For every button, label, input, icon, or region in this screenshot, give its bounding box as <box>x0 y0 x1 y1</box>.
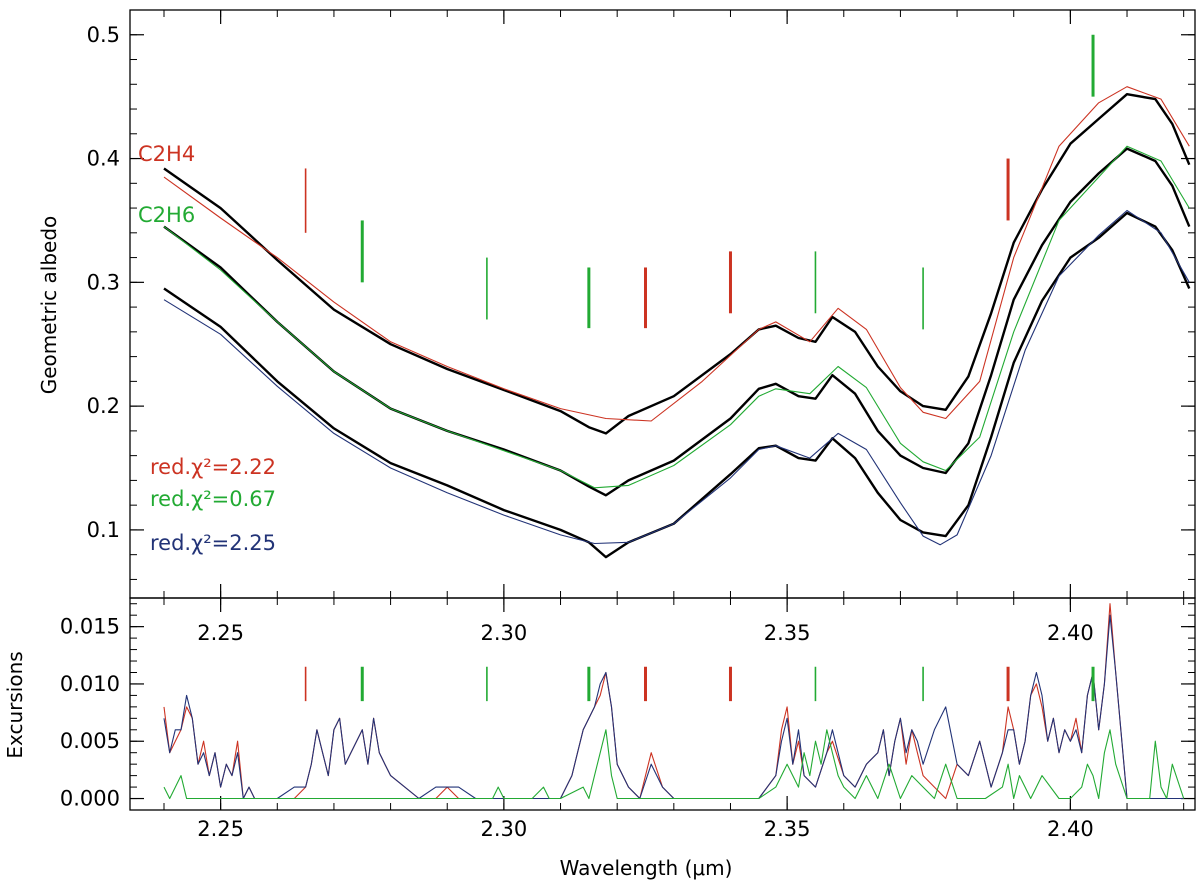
series-line-0 <box>163 92 1191 435</box>
series-line-1 <box>163 86 1190 422</box>
series-annotation: red.χ²=2.25 <box>150 531 276 555</box>
x-tick-label: 2.30 <box>481 817 528 841</box>
x-tick-label: 2.40 <box>1047 817 1094 841</box>
series-line-5 <box>163 209 1190 546</box>
y-tick-label: 0.005 <box>60 729 120 753</box>
series-line-1 <box>163 614 1184 800</box>
series-annotation: red.χ²=0.67 <box>150 487 276 511</box>
y-tick-label: 0.4 <box>87 147 120 171</box>
y-tick-label: 0.010 <box>60 672 120 696</box>
x-tick-label: 2.25 <box>197 817 244 841</box>
y-tick-label: 0.5 <box>87 23 120 47</box>
series-annotation: C2H4 <box>138 142 195 166</box>
x-axis-label: Wavelength (μm) <box>560 856 733 880</box>
y-tick-label: 0.000 <box>60 787 120 811</box>
x-tick-label: 2.35 <box>764 621 811 645</box>
series-line-2 <box>163 729 1185 800</box>
plot-frame <box>129 9 1196 599</box>
series-line-3 <box>163 145 1190 489</box>
x-tick-label: 2.40 <box>1047 621 1094 645</box>
x-tick-label: 2.25 <box>197 621 244 645</box>
y-tick-label: 0.2 <box>87 394 120 418</box>
x-tick-label: 2.30 <box>481 621 528 645</box>
bottom-panel: 0.000 0.005 0.010 0.015 2.25 2.30 2.35 2.40 <box>60 597 1196 841</box>
y-tick-label: 0.3 <box>87 270 120 294</box>
x-tick-label: 2.35 <box>764 817 811 841</box>
y-tick-label: 0.1 <box>87 518 120 542</box>
top-panel: 0.1 0.2 0.3 0.4 0.5 2.25 2.30 2.35 2.40 C2H4 C2H6 r… <box>87 9 1196 645</box>
series-annotation: red.χ²=2.22 <box>150 455 276 479</box>
series-line-4 <box>163 211 1191 559</box>
top-y-axis-label: Geometric albedo <box>37 216 61 395</box>
y-tick-label: 0.015 <box>60 615 120 639</box>
series-annotation: C2H6 <box>138 203 195 227</box>
series-line-0 <box>163 603 1184 800</box>
plot-frame <box>129 597 1196 811</box>
bottom-y-axis-label: Excursions <box>3 651 27 758</box>
